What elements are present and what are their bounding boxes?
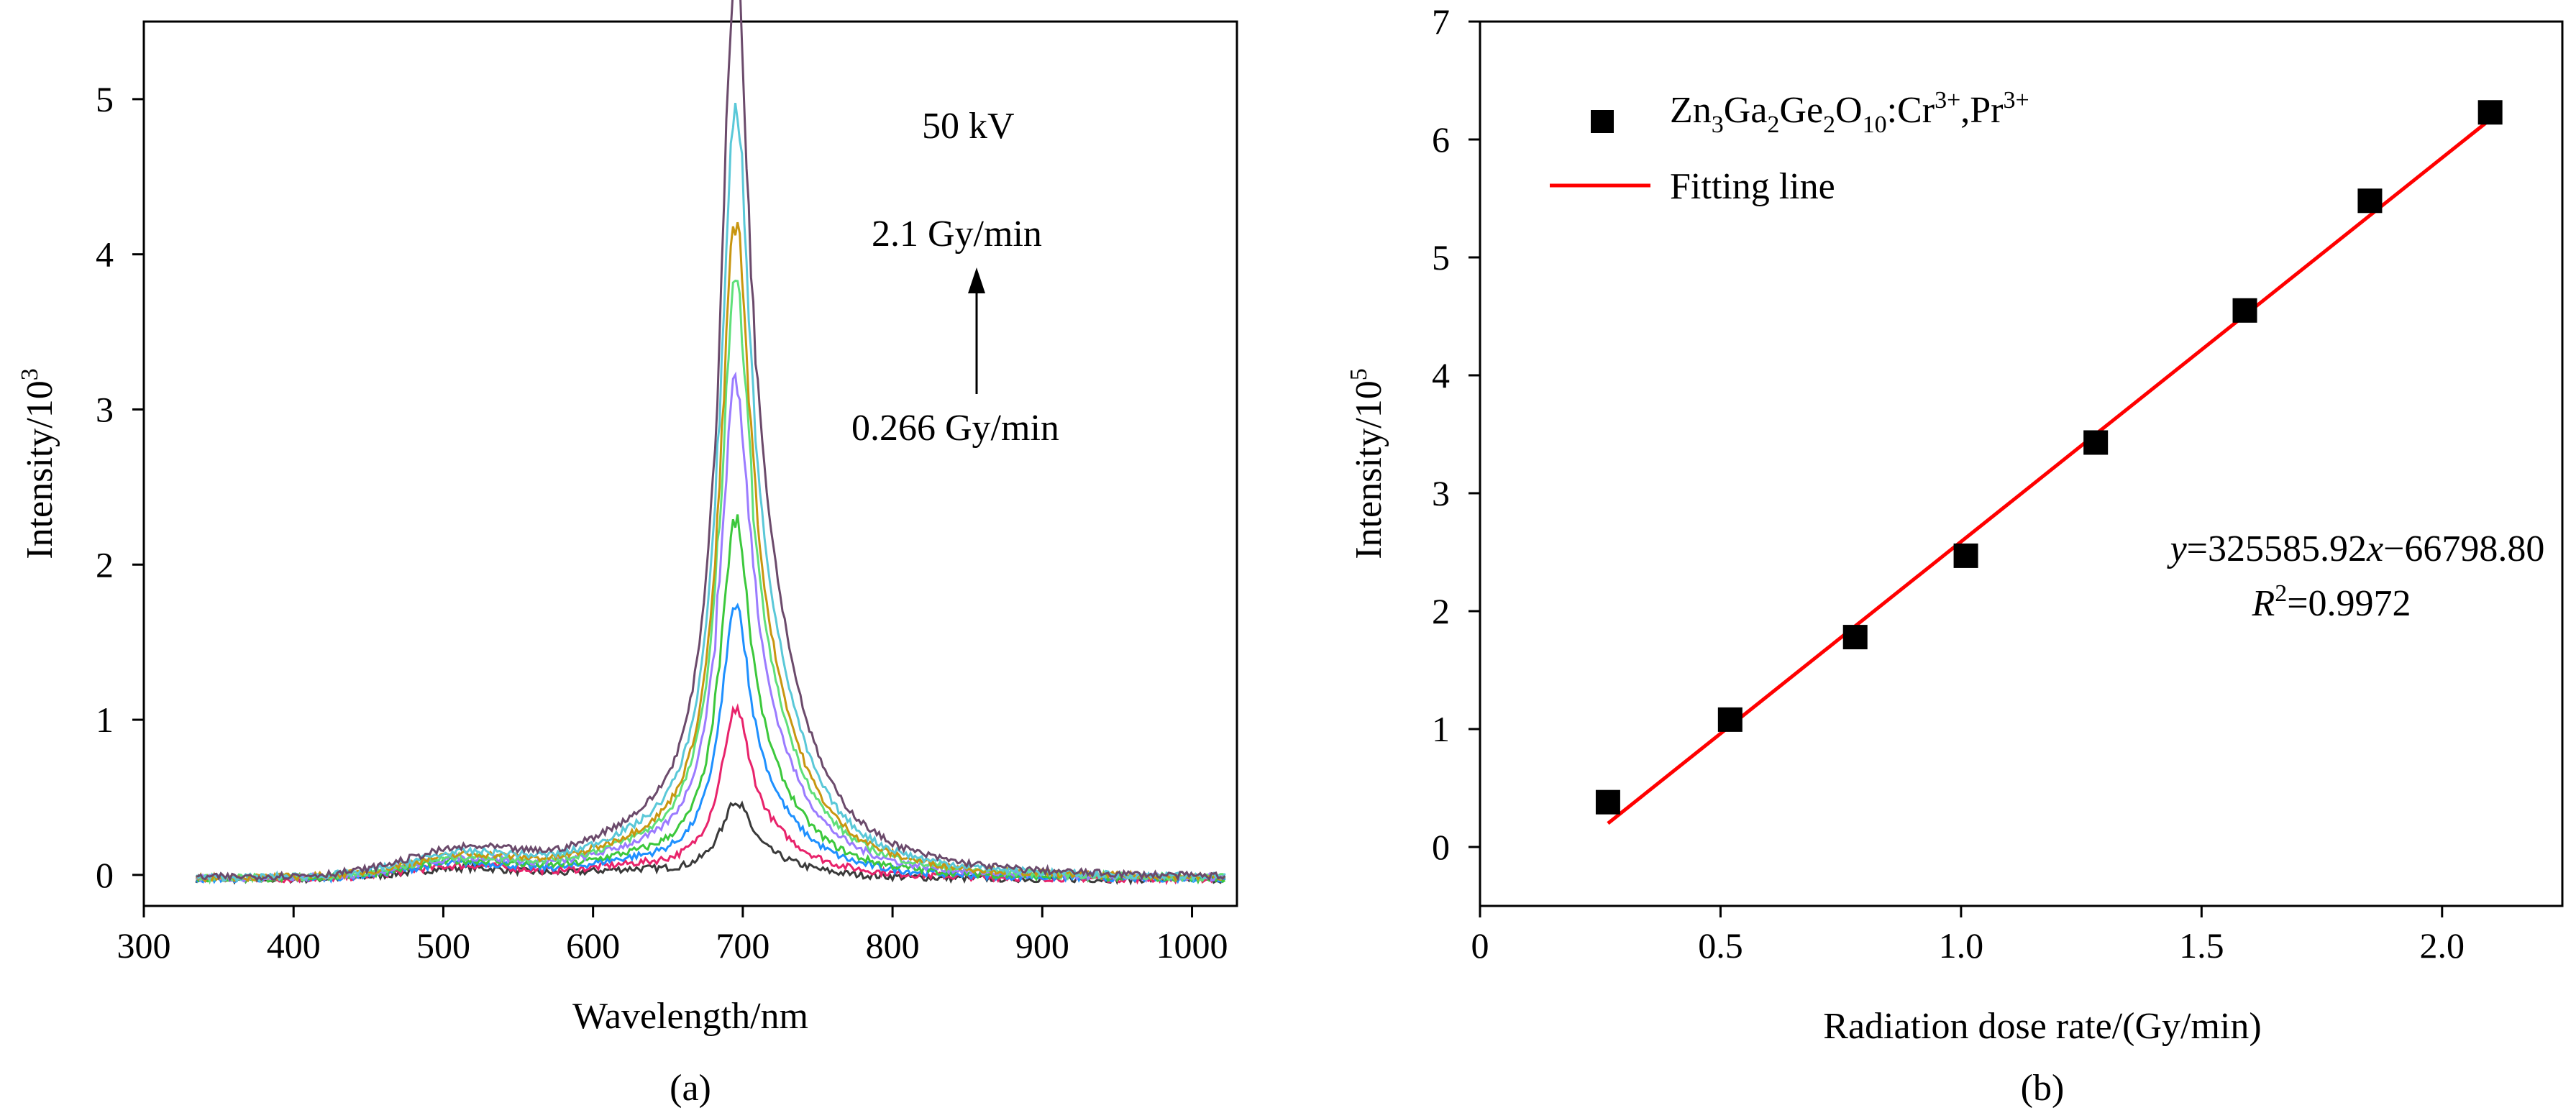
data-point (2477, 100, 2503, 125)
spectrum-line (195, 221, 1225, 883)
panel-b-caption: (b) (2021, 1068, 2065, 1109)
panel-a-y-ticks: 0 1 2 3 4 5 (96, 79, 144, 895)
panel-b-y-ticks: 0 1 2 3 4 5 6 7 (1432, 1, 1480, 867)
panel-b-plot-frame (1479, 20, 2564, 907)
panel-b-x-ticks: 0 0.5 1.0 1.5 2.0 (1471, 906, 2465, 966)
y-tick-label: 3 (96, 389, 114, 429)
panel-b-dose-rate-chart: 0 0.5 1.0 1.5 2.0 0 1 2 3 4 5 6 7 Zn3Ga2Ge2O10:Cr3+… (1346, 1, 2564, 1109)
fit-equation: y=325585.92x−66798.80 (2167, 528, 2545, 569)
panel-a-caption: (a) (670, 1068, 711, 1109)
spectrum-line (196, 0, 1226, 882)
y-tick-label: 2 (1432, 591, 1450, 631)
x-tick-label: 800 (866, 925, 920, 966)
y-tick-label: 2 (96, 544, 114, 585)
y-tick-label: 1 (96, 700, 114, 740)
x-tick-label: 700 (716, 925, 769, 966)
data-point (1953, 543, 1978, 568)
y-tick-label: 3 (1432, 473, 1450, 513)
annotation-bottom-rate: 0.266 Gy/min (851, 408, 1059, 449)
panel-a-y-axis-title: Intensity/103 (17, 368, 60, 559)
x-tick-label: 300 (117, 925, 171, 966)
x-tick-label: 0.5 (1698, 925, 1743, 966)
annotation-arrow-head (968, 267, 985, 293)
y-tick-label: 0 (96, 855, 114, 895)
data-point (2083, 430, 2109, 455)
data-point (2232, 298, 2257, 323)
panel-b-legend: Zn3Ga2Ge2O10:Cr3+,Pr3+ Fitting line (1550, 87, 2029, 207)
annotation-voltage: 50 kV (922, 106, 1015, 147)
x-tick-label: 1.5 (2179, 925, 2224, 966)
y-tick-label: 1 (1432, 709, 1450, 749)
data-point (1595, 789, 1620, 815)
panel-a-spectra-chart: 300 400 500 600 700 800 900 1000 0 1 2 3 4 5 Wavelen… (17, 0, 1238, 1109)
y-tick-label: 6 (1432, 119, 1450, 160)
spectrum-line (195, 103, 1226, 884)
panel-b-x-axis-title: Radiation dose rate/(Gy/min) (1823, 1006, 2261, 1047)
panel-a-y-axis-title-exp: 3 (17, 368, 43, 380)
panel-a-series-group (195, 0, 1226, 886)
legend-line-label: Fitting line (1670, 166, 1835, 207)
panel-a-plot-frame (142, 20, 1238, 907)
panel-a-x-axis-title: Wavelength/nm (572, 996, 808, 1037)
x-tick-label: 600 (566, 925, 620, 966)
y-tick-label: 0 (1432, 827, 1450, 867)
legend-scatter-label: Zn3Ga2Ge2O10:Cr3+,Pr3+ (1670, 87, 2029, 138)
panel-b-y-axis-title: Intensity/105 (1346, 368, 1389, 559)
y-tick-label: 5 (1432, 237, 1450, 278)
data-point (1717, 707, 1743, 732)
spectrum-line (196, 371, 1225, 884)
panel-b-y-axis-title-exp: 5 (1346, 368, 1372, 380)
panel-b-y-axis-title-base: Intensity/10 (1348, 380, 1389, 559)
panel-a-y-axis-title-base: Intensity/10 (19, 380, 60, 559)
fit-r-squared: R2=0.9972 (2251, 580, 2411, 624)
data-point (1842, 625, 1868, 650)
x-tick-label: 1.0 (1939, 925, 1984, 966)
annotation-top-rate: 2.1 Gy/min (872, 214, 1042, 255)
y-tick-label: 4 (96, 234, 114, 275)
y-tick-label: 5 (96, 79, 114, 119)
legend-marker-square (1591, 110, 1614, 133)
fitting-line (1607, 118, 2492, 825)
x-tick-label: 500 (416, 925, 470, 966)
x-tick-label: 0 (1471, 925, 1489, 966)
data-point (2357, 188, 2383, 214)
y-tick-label: 4 (1432, 355, 1450, 395)
panel-a-x-ticks: 300 400 500 600 700 800 900 1000 (117, 906, 1228, 966)
x-tick-label: 2.0 (2420, 925, 2465, 966)
x-tick-label: 900 (1015, 925, 1069, 966)
x-tick-label: 400 (267, 925, 321, 966)
y-tick-label: 7 (1432, 1, 1450, 42)
panel-b-data-points (1595, 100, 2503, 815)
x-tick-label: 1000 (1156, 925, 1228, 966)
